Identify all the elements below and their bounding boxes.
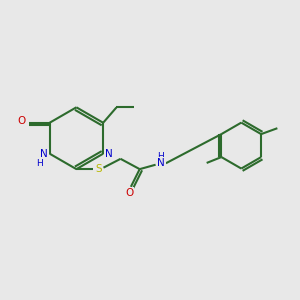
Text: O: O	[125, 188, 134, 198]
Text: N: N	[105, 149, 112, 159]
Text: N: N	[40, 149, 48, 159]
Text: S: S	[95, 164, 102, 174]
Text: H: H	[158, 152, 164, 161]
Text: H: H	[36, 160, 43, 169]
Text: O: O	[17, 116, 26, 126]
Text: N: N	[157, 158, 165, 168]
